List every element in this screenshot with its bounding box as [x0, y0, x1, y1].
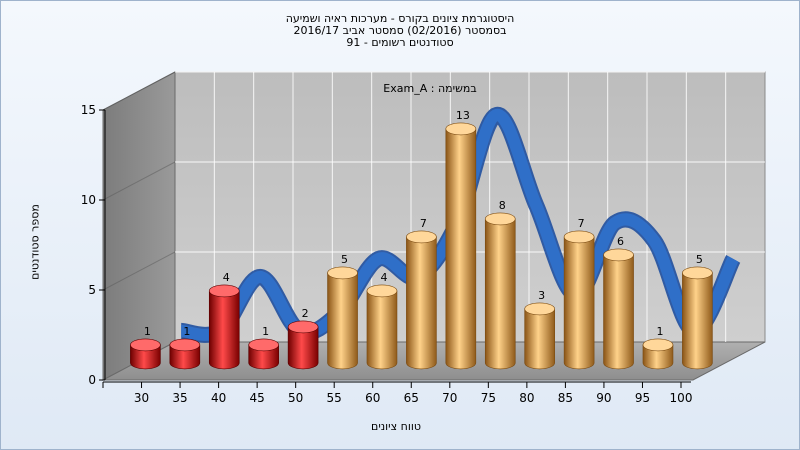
x-tick-label-70: 70: [442, 391, 457, 405]
bar-85: 7: [563, 217, 595, 370]
bar-value-label-45: 1: [262, 325, 269, 338]
y-tick-label-15: 15: [81, 103, 96, 117]
bar-body-95: [642, 344, 674, 370]
bars-group: 1 1 4 1 2 5 4 7 13 8 3 7 6 1 5: [130, 109, 713, 370]
bar-value-label-50: 2: [302, 307, 309, 320]
bar-value-label-40: 4: [223, 271, 230, 284]
bar-body-35: [169, 344, 201, 370]
chart-title-line-2: בסמסטר (02/2016) סמסטר אביב 2016/17: [293, 24, 507, 37]
bar-top-80: [524, 302, 555, 316]
bar-45: 1: [248, 325, 279, 370]
y-tick-label-10: 10: [81, 193, 96, 207]
x-tick-label-40: 40: [211, 391, 226, 405]
bar-value-label-95: 1: [656, 325, 663, 338]
x-tick-label-85: 85: [558, 391, 573, 405]
bar-value-label-75: 8: [499, 199, 506, 212]
bar-top-45: [248, 338, 279, 352]
bar-body-80: [524, 308, 555, 370]
chart-title-line-1: היסטוגרמת ציונים בקורס - מערכות ראיה ושמ…: [285, 12, 515, 25]
x-tick-label-60: 60: [365, 391, 380, 405]
bar-35: 1: [169, 325, 201, 370]
bar-value-label-80: 3: [538, 289, 545, 302]
bar-body-40: [208, 290, 240, 370]
bar-value-label-65: 7: [420, 217, 427, 230]
bar-top-70: [445, 122, 477, 136]
bar-100: 5: [682, 253, 713, 370]
bar-top-75: [484, 212, 516, 226]
x-tick-label-80: 80: [519, 391, 534, 405]
bar-30: 1: [130, 325, 161, 370]
left-wall: [102, 71, 176, 381]
bar-95: 1: [642, 325, 674, 370]
bar-body-60: [366, 290, 398, 370]
bar-80: 3: [524, 289, 555, 370]
bar-40: 4: [208, 271, 240, 370]
x-tick-label-65: 65: [404, 391, 419, 405]
bar-top-35: [169, 338, 201, 352]
bar-top-95: [642, 338, 674, 352]
grid-line-side: [102, 251, 176, 291]
x-tick-label-100: 100: [670, 391, 693, 405]
grid-line-side: [102, 71, 176, 111]
bar-value-label-90: 6: [617, 235, 624, 248]
bar-body-55: [327, 272, 358, 370]
bar-60: 4: [366, 271, 398, 370]
bar-value-label-55: 5: [341, 253, 348, 266]
bar-value-label-60: 4: [380, 271, 387, 284]
bar-top-50: [287, 320, 319, 334]
bar-value-label-35: 1: [183, 325, 190, 338]
bar-value-label-30: 1: [144, 325, 151, 338]
bar-top-30: [130, 338, 161, 352]
x-tick-label-30: 30: [134, 391, 149, 405]
bar-body-75: [484, 218, 516, 370]
x-tick-label-55: 55: [327, 391, 342, 405]
bar-body-50: [287, 326, 319, 370]
bar-50: 2: [287, 307, 319, 370]
chart-subtitle: במשימה : Exam_A: [383, 82, 477, 95]
x-axis-label: טווח ציונים: [371, 420, 421, 433]
bar-body-30: [130, 344, 161, 370]
bar-body-45: [248, 344, 279, 370]
bar-55: 5: [327, 253, 358, 370]
y-tick-label-0: 0: [88, 373, 96, 387]
bar-top-85: [563, 230, 595, 244]
bar-value-label-85: 7: [578, 217, 585, 230]
bar-body-90: [603, 254, 634, 370]
bar-75: 8: [484, 199, 516, 370]
bar-body-85: [563, 236, 595, 370]
x-tick-label-35: 35: [172, 391, 187, 405]
bar-body-70: [445, 128, 477, 370]
bar-top-100: [682, 266, 713, 280]
y-tick-label-5: 5: [88, 283, 96, 297]
bar-value-label-100: 5: [696, 253, 703, 266]
y-axis-label: מספר סטודנטים: [28, 204, 42, 280]
grid-line-side: [102, 161, 176, 201]
bar-90: 6: [603, 235, 634, 370]
bar-value-label-70: 13: [456, 109, 470, 122]
chart-title-line-3: סטודנטים רשומים - 91: [346, 36, 454, 49]
bar-top-65: [406, 230, 437, 244]
bar-top-60: [366, 284, 398, 298]
x-tick-label-95: 95: [635, 391, 650, 405]
x-tick-label-75: 75: [481, 391, 496, 405]
bar-body-100: [682, 272, 713, 370]
bar-body-65: [406, 236, 437, 370]
bar-top-90: [603, 248, 634, 262]
bar-70: 13: [445, 109, 477, 370]
bar-top-40: [208, 284, 240, 298]
x-tick-label-45: 45: [249, 391, 264, 405]
bar-65: 7: [406, 217, 437, 370]
x-tick-label-50: 50: [288, 391, 303, 405]
x-tick-label-90: 90: [596, 391, 611, 405]
bar-top-55: [327, 266, 358, 280]
